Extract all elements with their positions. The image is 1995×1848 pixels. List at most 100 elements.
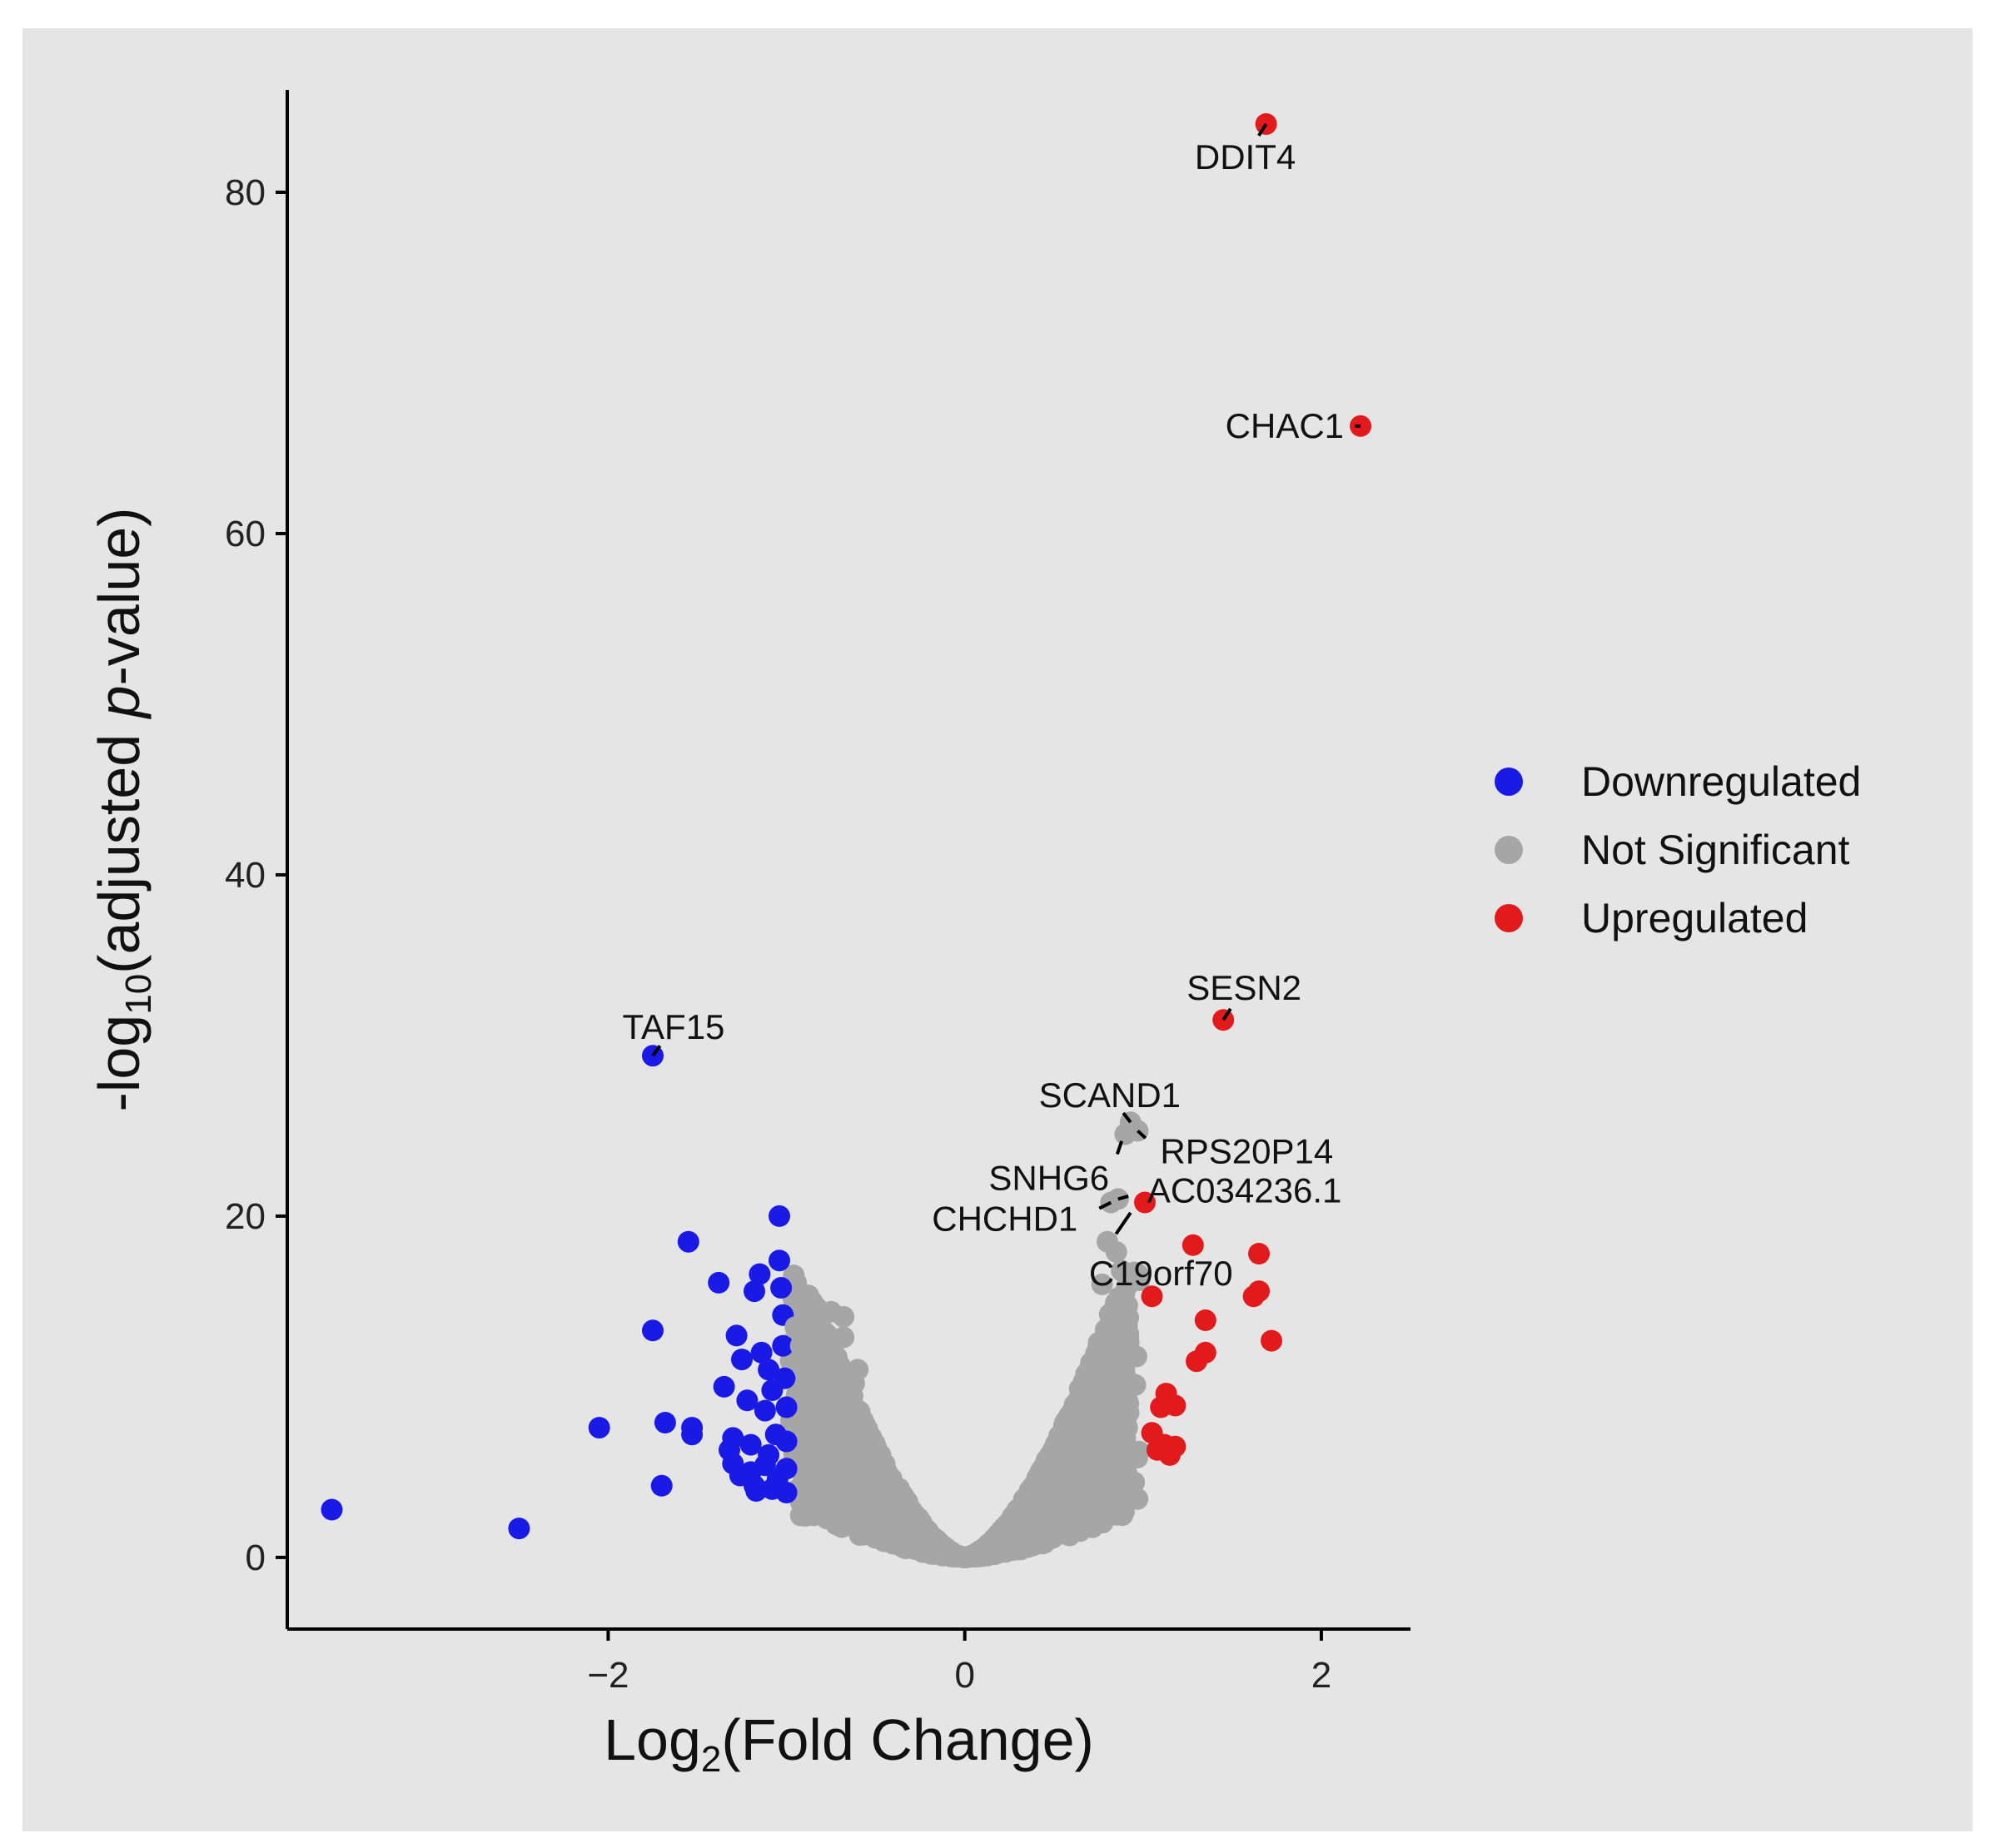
point-not-significant xyxy=(1111,1488,1133,1511)
point-not-significant xyxy=(847,1359,869,1381)
point-upregulated xyxy=(1150,1396,1172,1418)
point-downregulated xyxy=(774,1367,796,1389)
point-downregulated xyxy=(761,1478,784,1500)
point-not-significant xyxy=(833,1305,855,1328)
point-not-significant xyxy=(1114,1123,1137,1145)
gene-label-taf15: TAF15 xyxy=(622,1007,724,1046)
leader-line xyxy=(1098,1200,1112,1210)
point-not-significant xyxy=(1067,1464,1089,1487)
point-downregulated xyxy=(775,1396,798,1418)
legend-label-upregulated: Upregulated xyxy=(1581,895,1808,941)
point-not-significant xyxy=(848,1407,871,1429)
point-not-significant xyxy=(883,1480,906,1503)
point-not-significant xyxy=(1107,1188,1129,1210)
point-not-significant xyxy=(1063,1425,1086,1448)
point-downregulated xyxy=(650,1474,673,1497)
point-not-significant xyxy=(1079,1495,1102,1517)
point-not-significant xyxy=(873,1505,895,1528)
point-not-significant xyxy=(1114,1427,1137,1449)
leader-line xyxy=(651,1045,662,1057)
point-not-significant xyxy=(842,1466,864,1488)
point-downregulated xyxy=(642,1319,664,1342)
leader-line xyxy=(1115,1140,1124,1155)
point-not-significant xyxy=(797,1295,819,1318)
point-downregulated xyxy=(321,1498,343,1521)
point-not-significant xyxy=(1087,1341,1109,1364)
gene-label-scand1: SCAND1 xyxy=(1039,1076,1181,1115)
point-downregulated xyxy=(772,1334,794,1357)
point-not-significant xyxy=(823,1459,845,1482)
point-downregulated xyxy=(588,1417,610,1439)
point-not-significant xyxy=(873,1460,896,1483)
point-not-significant xyxy=(1054,1520,1077,1542)
point-downregulated xyxy=(770,1277,793,1299)
x-tick-label: 0 xyxy=(954,1655,974,1696)
point-downregulated xyxy=(754,1454,776,1477)
legend-label-not-significant: Not Significant xyxy=(1581,827,1849,873)
point-upregulated xyxy=(1182,1234,1204,1256)
x-axis-title: Log2(Fold Change) xyxy=(604,1707,1094,1780)
point-downregulated xyxy=(677,1230,699,1253)
point-upregulated xyxy=(1146,1438,1168,1461)
point-downregulated xyxy=(508,1518,530,1540)
legend-marker-downregulated xyxy=(1495,768,1523,796)
point-not-significant xyxy=(804,1463,827,1485)
axes: 0 20 40 60 80 −2 0 2 Log2(Fold Change) -log10(adj… xyxy=(87,90,1410,1780)
point-not-significant xyxy=(1123,1471,1146,1493)
point-not-significant xyxy=(955,1546,978,1568)
points-layer xyxy=(321,113,1371,1568)
point-upregulated xyxy=(1194,1309,1216,1331)
point-upregulated xyxy=(1255,113,1277,135)
point-downregulated xyxy=(708,1271,730,1294)
point-upregulated xyxy=(1134,1191,1156,1214)
point-not-significant xyxy=(1105,1241,1127,1263)
point-downregulated xyxy=(731,1349,753,1371)
point-downregulated xyxy=(769,1249,790,1272)
point-not-significant xyxy=(784,1316,807,1339)
point-not-significant xyxy=(1108,1388,1131,1410)
point-not-significant xyxy=(1098,1303,1121,1325)
volcano-plot: DDIT4 CHAC1 SESN2 TAF15 SCAND1 RPS20P14 SNHG6 A… xyxy=(87,90,1861,1780)
legend: Downregulated Not Significant Upregulated xyxy=(1495,758,1861,941)
point-downregulated xyxy=(749,1263,771,1285)
gene-label-ac034236.1: AC034236.1 xyxy=(1147,1170,1342,1210)
leader-line xyxy=(1137,1129,1147,1140)
point-not-significant xyxy=(804,1438,827,1460)
point-upregulated xyxy=(1164,1435,1187,1458)
point-not-significant xyxy=(929,1542,952,1565)
point-downregulated xyxy=(736,1389,759,1412)
point-not-significant xyxy=(830,1413,853,1436)
point-downregulated xyxy=(754,1399,776,1422)
point-not-significant xyxy=(816,1324,838,1346)
leader-line xyxy=(1257,122,1268,137)
point-not-significant xyxy=(1030,1521,1052,1543)
point-downregulated xyxy=(681,1423,704,1446)
point-downregulated xyxy=(744,1280,765,1303)
point-not-significant xyxy=(1093,1424,1115,1447)
gene-label-chchd1: CHCHD1 xyxy=(932,1200,1077,1239)
point-not-significant xyxy=(839,1433,862,1455)
y-tick-label: 0 xyxy=(246,1538,266,1578)
point-downregulated xyxy=(775,1430,798,1453)
point-not-significant xyxy=(1116,1318,1138,1340)
point-upregulated xyxy=(1242,1285,1265,1308)
x-tick-label: 2 xyxy=(1311,1655,1331,1696)
leader-line xyxy=(1117,1195,1129,1201)
point-not-significant xyxy=(906,1529,928,1552)
point-downregulated xyxy=(654,1412,676,1433)
plot-panel: DDIT4 CHAC1 SESN2 TAF15 SCAND1 RPS20P14 SNHG6 A… xyxy=(22,28,1973,1831)
point-upregulated xyxy=(1261,1329,1282,1352)
leader-line xyxy=(1114,1211,1132,1235)
leader-line xyxy=(1221,1007,1232,1021)
point-not-significant xyxy=(1091,1273,1113,1295)
leader-line xyxy=(1122,1111,1132,1124)
y-tick-label: 80 xyxy=(225,172,266,213)
x-tick-label: −2 xyxy=(587,1655,629,1696)
point-downregulated xyxy=(750,1341,773,1364)
point-not-significant xyxy=(833,1326,855,1349)
gene-label-rps20p14: RPS20P14 xyxy=(1160,1131,1333,1170)
point-not-significant xyxy=(818,1476,840,1498)
point-not-significant xyxy=(789,1334,812,1357)
y-axis-title: -log10(adjusted p-value) xyxy=(87,507,159,1111)
point-upregulated xyxy=(1248,1243,1270,1264)
